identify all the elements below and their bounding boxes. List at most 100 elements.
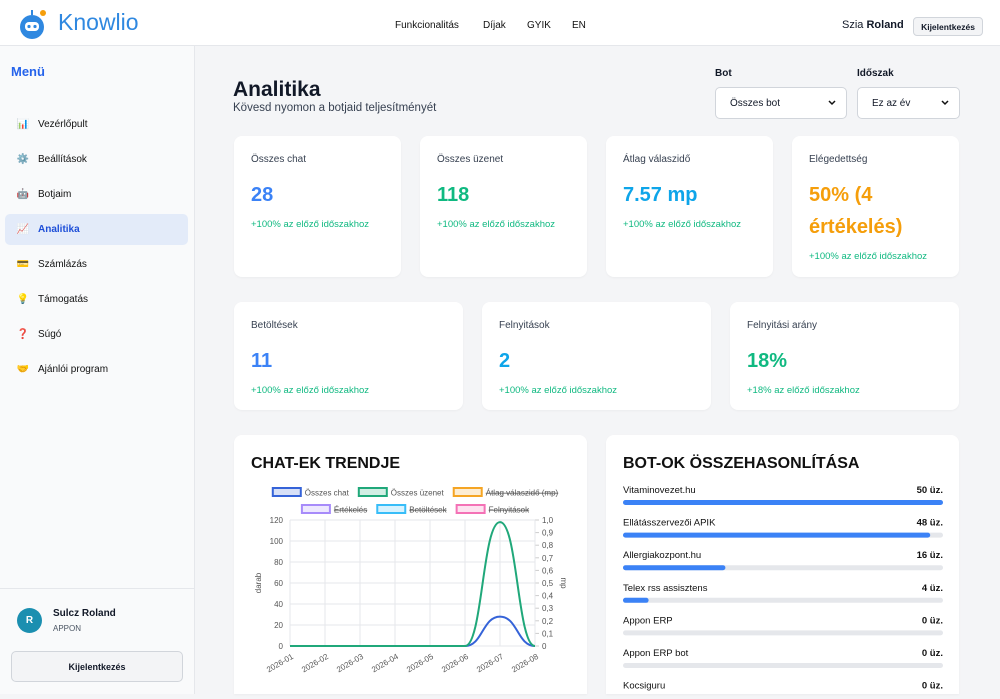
page-title: Analitika [233,78,321,101]
brand[interactable]: Knowlio [58,9,139,35]
x-tick-label: 2026-07 [475,652,505,675]
menu-label: Támogatás [38,294,89,305]
stat-label: Felnyitások [499,320,550,331]
menu-icon: 🤝 [16,364,30,375]
legend-item[interactable]: Összes chat [271,487,350,498]
x-tick-label: 2026-01 [265,652,295,675]
header: Knowlio Funkcionalitás Díjak GYIK EN Szi… [0,0,1000,46]
y2-tick-label: 0,9 [542,529,554,538]
menu-label: Vezérlőpult [38,119,88,130]
menu-icon: 🤖 [16,189,30,200]
stat-card: Betöltések 11 +100% az előző időszakhoz [234,302,463,410]
stat-value: 11 [251,350,273,372]
stat-label: Felnyitási arány [747,320,818,331]
menu-item[interactable]: ❓ Súgó [5,319,188,350]
legend-swatch [300,504,331,514]
stat-change: +100% az előző időszakhoz [809,251,928,262]
select-value: Ez az év [872,97,911,109]
bar [623,532,931,538]
menu-label: Súgó [38,329,62,340]
bar-label: Kocsiguru [623,681,665,692]
legend-label: Összes üzenet [391,489,445,498]
menu-item[interactable]: 💡 Támogatás [5,284,188,315]
nav-link[interactable]: Funkcionalitás [395,20,459,31]
y2-tick-label: 0,8 [542,541,554,550]
menu-item[interactable]: 💳 Számlázás [5,249,188,280]
stat-value: 2 [499,350,511,372]
bar-track [623,597,943,603]
menu-icon: ⚙️ [16,154,30,165]
user-org: APPON [53,624,82,633]
legend-label: Összes chat [305,489,350,498]
bar [623,500,943,505]
bar-label: Telex rss assisztens [623,583,708,594]
legend-item[interactable]: Értékelés [300,504,367,515]
menu-title: Menü [11,64,45,79]
logout-button[interactable]: Kijelentkezés [11,651,183,682]
stat-value: 50% (4 értékelés) [809,184,903,238]
legend-item[interactable]: Átlag válaszidő (mp) [452,487,559,498]
series-line [289,521,536,647]
menu-icon: ❓ [16,329,30,340]
legend-label: Betöltések [409,506,447,515]
x-tick-label: 2026-04 [370,652,400,675]
menu-item[interactable]: 🤝 Ajánlói program [5,354,188,385]
stat-card: Felnyitási arány 18% +18% az előző időszak… [730,302,959,410]
menu-item[interactable]: 📈 Analitika [5,214,188,245]
stat-label: Elégedettség [809,154,868,165]
value-label: 0 üz. [922,615,943,626]
legend-item[interactable]: Összes üzenet [357,487,445,498]
value-label: 48 üz. [917,518,943,529]
stat-value: 7.57 mp [623,184,698,206]
stat-label: Átlag válaszidő [623,154,691,165]
y-tick-label: 80 [274,558,283,567]
chart-title: CHAT-EK TRENDJE [251,455,400,472]
bar-label: Vitaminovezet.hu [623,485,696,496]
filter-label: Bot [715,68,732,79]
x-tick-label: 2026-08 [510,652,540,675]
legend-item[interactable]: Felnyitások [455,504,530,515]
stat-card: Felnyitások 2 +100% az előző időszakhoz [482,302,711,410]
logout-button[interactable]: Kijelentkezés [913,17,983,36]
nav-link[interactable]: EN [572,20,586,31]
line-chart: CHAT-EK TRENDJE 0 20 40 60 80 100 120 0 0,1 0,2 0,3… [251,455,568,675]
legend-swatch [455,504,486,514]
filter-select[interactable]: Ez az év [857,87,960,119]
y2-tick-label: 0,1 [542,629,554,638]
menu-icon: 💡 [16,294,30,305]
nav-link[interactable]: GYIK [527,20,551,31]
y-tick-label: 0 [279,642,284,651]
select-value: Összes bot [730,97,781,109]
stat-card: Összes chat 28 +100% az előző időszakhoz [234,136,401,277]
legend-swatch [452,487,483,497]
bar-chart: BOT-OK ÖSSZEHASONLÍTÁSA Vitaminovezet.hu 5… [623,453,943,699]
menu-item[interactable]: 📊 Vezérlőpult [5,109,188,140]
value-label: 16 üz. [917,550,943,561]
legend-item[interactable]: Betöltések [376,504,448,515]
bar-track [623,663,943,668]
chevron [941,100,949,106]
menu-item[interactable]: ⚙️ Beállítások [5,144,188,175]
menu-label: Botjaim [38,189,72,200]
bar-label: Allergiakozpont.hu [623,550,701,561]
nav-link[interactable]: Díjak [483,20,506,31]
value-label: 0 üz. [922,648,943,659]
chevron [828,100,836,106]
menu-label: Ajánlói program [38,364,109,375]
value-label: 50 üz. [917,485,943,496]
stat-change: +100% az előző időszakhoz [623,219,742,230]
menu-label: Beállítások [38,154,87,165]
bar-track [623,630,943,636]
user-name: Roland [866,19,904,31]
bar-label: Appon ERP [623,615,673,626]
y-tick-label: 100 [270,537,284,546]
bar-label: Appon ERP bot [623,648,689,659]
y2-axis-label: mp [559,577,568,589]
stat-label: Összes üzenet [437,154,504,165]
y-tick-label: 120 [270,516,284,525]
legend-swatch [376,504,407,514]
menu-item[interactable]: 🤖 Botjaim [5,179,188,210]
filter-select[interactable]: Összes bot [715,87,847,119]
series-line [289,615,536,647]
